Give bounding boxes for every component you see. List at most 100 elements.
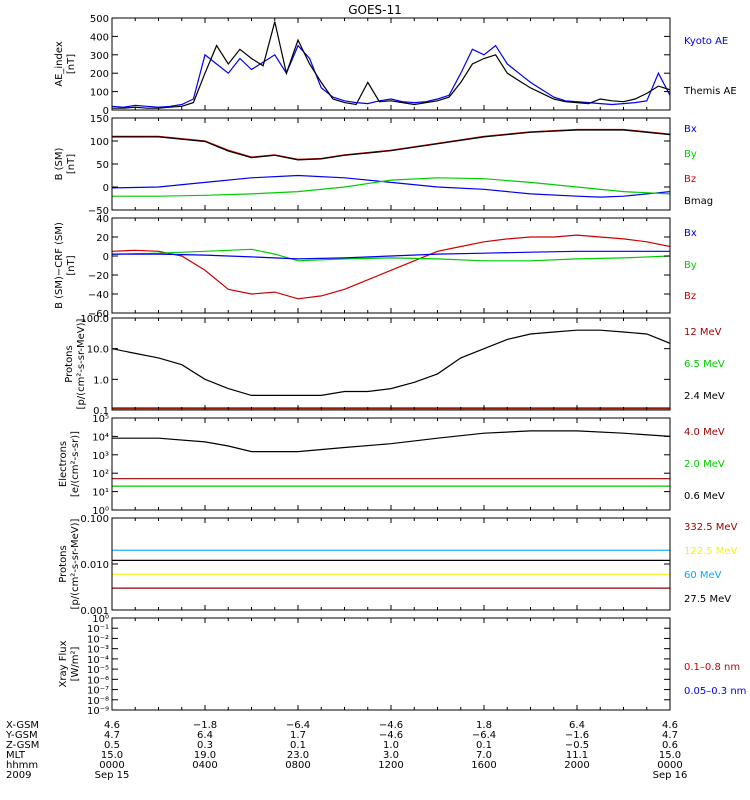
series-group-protons_low: [112, 329, 670, 410]
y-axis-label-line-protons_high-0: Protons: [58, 545, 69, 582]
y-tick-label-xray-5: 10⁻⁴: [87, 655, 109, 666]
series-group-electrons: [112, 430, 670, 487]
ephem-cell-1-2: 1.7: [290, 730, 306, 741]
ephem-cell-2-1: 0.3: [197, 740, 213, 751]
legend-b-0: Bx: [684, 124, 697, 135]
plot-title: GOES-11: [348, 3, 402, 17]
panel-frame-bsub: [111, 217, 671, 314]
y-tick-label-bsub-5: 40: [96, 214, 109, 225]
y-tick-label-xray-3: 10⁻⁶: [87, 675, 109, 686]
legend-protons_low-0: 12 MeV: [684, 327, 722, 338]
ephem-cell-0-3: −4.6: [379, 720, 403, 731]
legend-b-1: By: [684, 149, 697, 160]
ephem-cell-3-4: 7.0: [476, 750, 492, 761]
ephem-cell-5-6: Sep 16: [653, 770, 688, 781]
y-axis-label-line-bsub-1: [nT]: [66, 255, 77, 275]
ephem-cell-2-2: 0.1: [290, 740, 306, 751]
series-bsub-1: [112, 248, 670, 262]
legend-xray-0: 0.1–0.8 nm: [684, 662, 740, 673]
ephem-cell-4-1: 0400: [192, 760, 217, 771]
y-axis-label-line-bsub-0: B (SM)−CRF (SM): [54, 222, 65, 309]
y-tick-label-xray-8: 10⁻¹: [87, 624, 109, 635]
ephem-cell-4-0: 0000: [99, 760, 124, 771]
ephem-cell-0-2: −6.4: [286, 720, 310, 731]
series-b-2: [112, 174, 670, 198]
legend-electrons-0: 4.0 MeV: [684, 427, 725, 438]
ephem-cell-2-4: 0.1: [476, 740, 492, 751]
y-tick-label-xray-9: 10⁰: [92, 614, 109, 625]
series-protons_low-0: [112, 329, 670, 396]
y-axis-label-electrons: Electrons[e/(cm²-s-sr)]: [58, 431, 81, 497]
ephem-cell-4-4: 1600: [471, 760, 496, 771]
y-tick-label-xray-6: 10⁻³: [87, 645, 109, 656]
ephem-row-label-5: 2009: [6, 770, 31, 781]
panel-ae: 0 100 200 300 400 500 AE_index[nT] Kyoto AE Them…: [54, 14, 737, 117]
ephem-cell-3-1: 19.0: [194, 750, 216, 761]
legend-electrons-1: 2.0 MeV: [684, 459, 725, 470]
ephem-cell-4-3: 1200: [378, 760, 403, 771]
y-tick-label-protons_high-0: 0.001: [80, 606, 109, 617]
ephem-cell-3-3: 3.0: [383, 750, 399, 761]
panel-b: −50 0 50 100 150 B (SM)[nT] Bx By Bz Bmag: [54, 114, 713, 217]
series-bsub-0: [112, 234, 670, 300]
ephem-cell-0-0: 4.6: [104, 720, 120, 731]
legend-protons_high-0: 332.5 MeV: [684, 522, 738, 533]
series-group-bsub: [112, 234, 670, 300]
ephem-cell-1-4: −6.4: [472, 730, 496, 741]
y-axis-label-line-electrons-0: Electrons: [58, 441, 69, 487]
ephem-row-label-1: Y-GSM: [5, 730, 38, 741]
y-tick-label-ae-2: 200: [90, 69, 109, 80]
y-axis-label-line-xray-1: [W/m²]: [70, 646, 81, 681]
panel-protons_high: 0.0010.0100.100Protons[p/(cm²-s-sr-MeV)]…: [58, 514, 738, 617]
ephem-row-label-4: hhmm: [6, 760, 38, 771]
series-ae-1: [112, 21, 670, 109]
y-tick-label-protons_low-1: 1.0: [93, 375, 109, 386]
series-b-3: [112, 177, 670, 197]
ephem-cell-3-6: 15.0: [659, 750, 681, 761]
series-group-ae: [112, 21, 670, 109]
y-tick-label-protons_low-0: 0.1: [93, 406, 109, 417]
ephem-cell-1-6: 4.7: [662, 730, 678, 741]
y-tick-label-b-4: 150: [90, 114, 109, 125]
y-axis-label-line-b-0: B (SM): [54, 147, 65, 180]
ephem-cell-4-6: 0000: [657, 760, 682, 771]
y-tick-label-b-1: 0: [103, 183, 109, 194]
y-tick-label-bsub-0: −60: [88, 309, 109, 320]
y-tick-label-bsub-3: 0: [103, 252, 109, 263]
ephem-row-label-3: MLT: [6, 750, 26, 761]
y-tick-label-b-3: 100: [90, 137, 109, 148]
y-axis-label-line-b-1: [nT]: [66, 154, 77, 174]
y-axis-label-line-protons_low-0: Protons: [64, 345, 75, 382]
y-tick-label-protons_low-3: 100.0: [80, 314, 109, 325]
y-axis-label-b: B (SM)[nT]: [54, 147, 77, 180]
y-axis-label-line-xray-0: Xray Flux: [58, 640, 69, 687]
series-group-b: [112, 128, 670, 198]
legend-ae-1: Themis AE: [683, 86, 737, 97]
legend-bsub-2: Bz: [684, 291, 696, 302]
y-tick-label-b-0: −50: [88, 206, 109, 217]
y-tick-label-ae-0: 0: [103, 106, 109, 117]
legend-protons_low-2: 2.4 MeV: [684, 391, 725, 402]
ephem-cell-4-2: 0800: [285, 760, 310, 771]
y-tick-label-ae-5: 500: [90, 14, 109, 25]
y-tick-label-electrons-4: 10⁴: [92, 432, 109, 443]
series-b-0: [112, 128, 670, 161]
y-tick-label-xray-0: 10⁻⁹: [87, 706, 109, 717]
ephem-row-label-2: Z-GSM: [6, 740, 39, 751]
y-axis-label-line-protons_high-1: [p/(cm²-s-sr-MeV)]: [70, 518, 81, 609]
legend-electrons-2: 0.6 MeV: [684, 491, 725, 502]
y-axis-label-protons_low: Protons[p/(cm²-s-sr-MeV)]: [64, 318, 87, 409]
y-tick-label-electrons-3: 10³: [92, 451, 109, 462]
ephem-cell-1-1: 6.4: [197, 730, 213, 741]
y-tick-label-ae-3: 300: [90, 51, 109, 62]
y-tick-label-xray-2: 10⁻⁷: [87, 686, 109, 697]
series-bsub-2: [112, 250, 670, 260]
ephem-cell-0-4: 1.8: [476, 720, 492, 731]
ephem-cell-1-0: 4.7: [104, 730, 120, 741]
y-axis-label-line-ae-1: [nT]: [66, 54, 77, 74]
y-tick-label-electrons-0: 10⁰: [92, 506, 109, 517]
ephem-row-label-0: X-GSM: [6, 720, 39, 731]
y-axis-label-ae: AE_index[nT]: [54, 41, 77, 87]
